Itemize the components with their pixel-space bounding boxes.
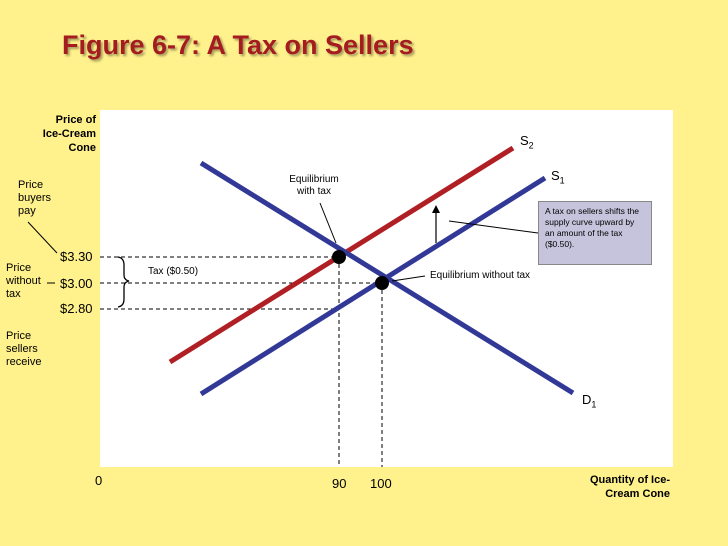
label-price-buyers-pay: Price buyers pay [18,179,52,217]
tax-brace [117,256,130,308]
y-axis-title: Price of Ice-Cream Cone [42,114,96,154]
chart-panel [100,110,673,467]
pointer-equilibrium-without-tax [391,275,426,282]
pointer-note [448,220,539,234]
quantity-label-90: 90 [332,476,347,491]
price-label-without-tax: $3.00 [60,276,93,291]
figure-title: Figure 6-7: A Tax on Sellers [62,30,414,60]
price-label-sellers: $2.80 [60,301,93,316]
curve-label-s2: S2 [520,133,534,151]
curve-label-d1: D1 [582,392,597,410]
tax-label: Tax ($0.50) [148,266,199,277]
equilibrium-point-without-tax [375,276,389,290]
quantity-label-100: 100 [370,476,392,491]
x-axis-title: Quantity of Ice- Cream Cone [589,474,670,500]
tax-shift-note: A tax on sellers shifts the supply curve… [538,201,652,265]
origin-label: 0 [95,473,103,488]
pointer-equilibrium-with-tax [319,202,337,244]
shift-arrow-head [432,205,440,213]
supply-curve-s1 [199,175,547,397]
curve-label-s1: S1 [551,168,565,186]
price-label-buyers: $3.30 [60,249,93,264]
label-equilibrium-without-tax: Equilibrium without tax [430,270,531,281]
label-price-without-tax: Price without tax [6,262,41,300]
equilibrium-point-with-tax [332,250,346,264]
pointer-buyers-price [27,221,58,254]
label-price-sellers-receive: Price sellers receive [6,330,42,368]
label-equilibrium-with-tax: Equilibrium with tax [289,174,339,197]
demand-curve-d1 [199,160,575,396]
